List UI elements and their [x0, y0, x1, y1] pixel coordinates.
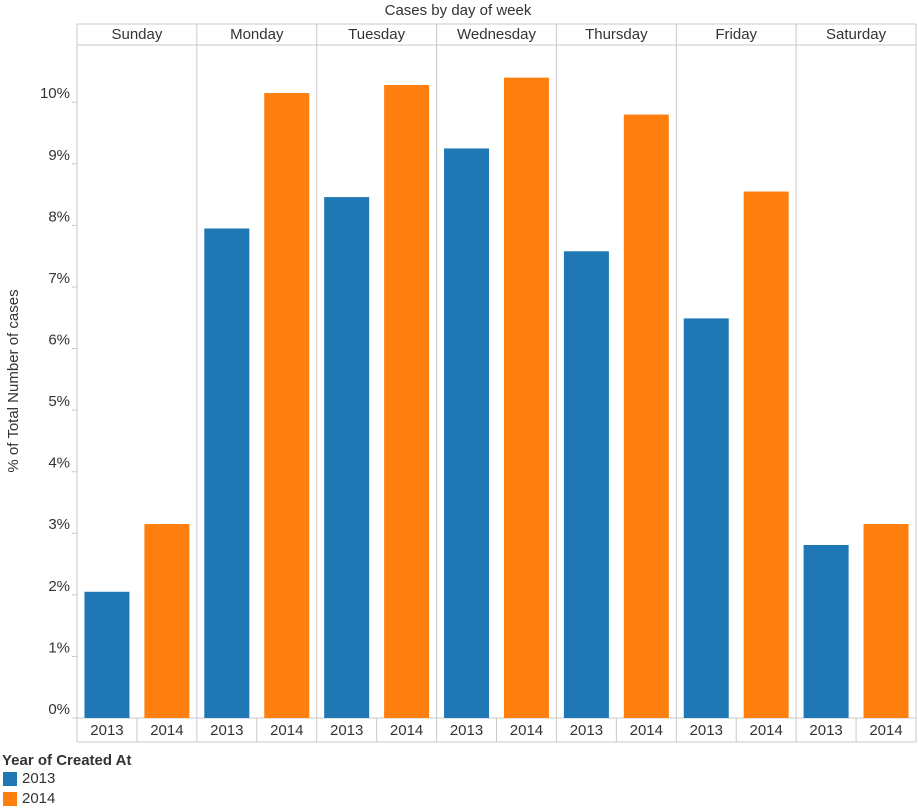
y-tick-label: 6%: [48, 332, 70, 349]
bar: [563, 251, 609, 718]
bar: [264, 93, 310, 718]
y-tick-label: 5%: [48, 393, 70, 410]
x-tick-label: 2013: [690, 722, 723, 739]
y-tick-label: 10%: [40, 85, 70, 102]
x-category-label: Saturday: [826, 26, 887, 43]
bar: [623, 114, 669, 718]
x-tick-label: 2014: [749, 722, 782, 739]
x-tick-label: 2014: [869, 722, 902, 739]
x-category-label: Thursday: [585, 26, 648, 43]
x-category-label: Wednesday: [457, 26, 536, 43]
x-tick-label: 2014: [150, 722, 183, 739]
y-tick-label: 4%: [48, 455, 70, 472]
legend-title: Year of Created At: [2, 752, 132, 769]
legend-swatch: [3, 772, 17, 786]
x-category-label: Monday: [230, 26, 284, 43]
bar: [503, 77, 549, 718]
x-tick-label: 2013: [330, 722, 363, 739]
bar: [683, 318, 729, 718]
y-tick-label: 3%: [48, 516, 70, 533]
bar: [743, 191, 789, 718]
x-tick-label: 2013: [210, 722, 243, 739]
legend-label: 2013: [22, 770, 55, 787]
y-tick-label: 8%: [48, 208, 70, 225]
x-tick-label: 2013: [90, 722, 123, 739]
x-category-label: Friday: [715, 26, 757, 43]
x-tick-label: 2014: [510, 722, 543, 739]
x-tick-label: 2013: [450, 722, 483, 739]
bar: [204, 228, 250, 718]
bar: [863, 524, 909, 718]
y-tick-label: 7%: [48, 270, 70, 287]
legend-swatch: [3, 792, 17, 806]
y-axis-label: % of Total Number of cases: [5, 289, 22, 472]
y-tick-label: 1%: [48, 639, 70, 656]
y-tick-label: 9%: [48, 147, 70, 164]
bar: [384, 85, 430, 718]
bar: [144, 524, 190, 718]
bar: [444, 148, 490, 718]
x-category-label: Tuesday: [348, 26, 405, 43]
x-tick-label: 2013: [570, 722, 603, 739]
bar: [84, 591, 130, 718]
x-tick-label: 2013: [809, 722, 842, 739]
x-tick-label: 2014: [390, 722, 423, 739]
x-tick-label: 2014: [270, 722, 303, 739]
chart-title: Cases by day of week: [385, 2, 532, 19]
y-tick-label: 2%: [48, 578, 70, 595]
bar: [324, 197, 370, 718]
bar: [803, 544, 849, 718]
legend-label: 2014: [22, 790, 55, 807]
x-category-label: Sunday: [111, 26, 162, 43]
x-tick-label: 2014: [630, 722, 663, 739]
y-tick-label: 0%: [48, 701, 70, 718]
